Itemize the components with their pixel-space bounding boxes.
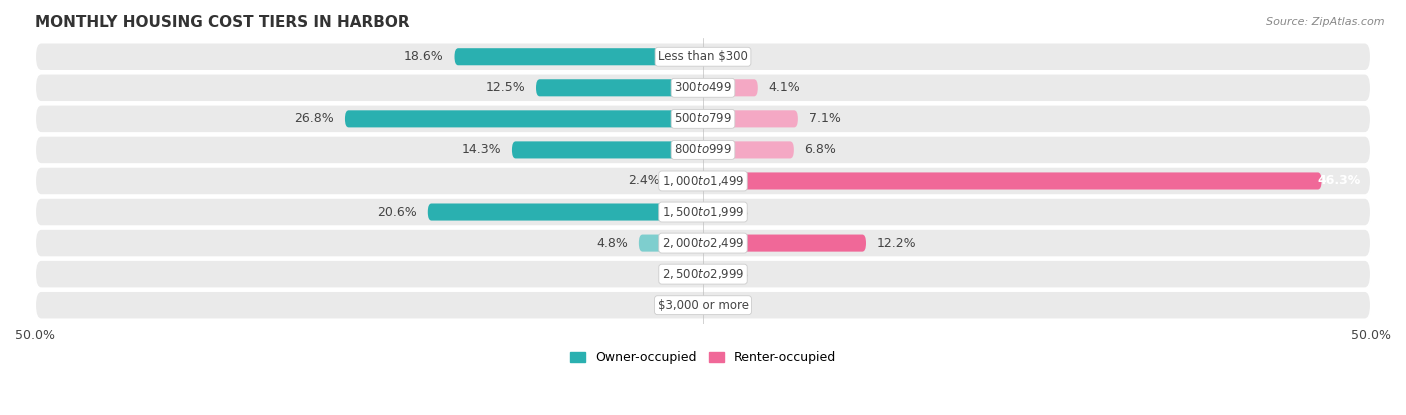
Text: $1,500 to $1,999: $1,500 to $1,999: [662, 205, 744, 219]
Text: 4.8%: 4.8%: [596, 237, 628, 249]
FancyBboxPatch shape: [703, 79, 758, 96]
Text: $2,000 to $2,499: $2,000 to $2,499: [662, 236, 744, 250]
FancyBboxPatch shape: [35, 105, 1371, 133]
Text: 2.4%: 2.4%: [628, 174, 661, 188]
FancyBboxPatch shape: [703, 172, 1322, 190]
Text: $500 to $799: $500 to $799: [673, 112, 733, 125]
Text: 4.1%: 4.1%: [769, 81, 800, 94]
FancyBboxPatch shape: [35, 229, 1371, 257]
FancyBboxPatch shape: [344, 110, 703, 127]
Text: $300 to $499: $300 to $499: [673, 81, 733, 94]
FancyBboxPatch shape: [512, 142, 703, 159]
FancyBboxPatch shape: [35, 198, 1371, 226]
FancyBboxPatch shape: [35, 260, 1371, 288]
FancyBboxPatch shape: [427, 203, 703, 220]
Text: 46.3%: 46.3%: [1317, 174, 1361, 188]
FancyBboxPatch shape: [35, 167, 1371, 195]
Text: $1,000 to $1,499: $1,000 to $1,499: [662, 174, 744, 188]
Text: 0.0%: 0.0%: [658, 299, 689, 312]
Text: 0.0%: 0.0%: [717, 268, 748, 281]
FancyBboxPatch shape: [35, 42, 1371, 71]
Text: 0.0%: 0.0%: [717, 299, 748, 312]
Legend: Owner-occupied, Renter-occupied: Owner-occupied, Renter-occupied: [565, 346, 841, 369]
Text: 26.8%: 26.8%: [294, 112, 335, 125]
Text: 12.5%: 12.5%: [485, 81, 526, 94]
Text: 20.6%: 20.6%: [377, 205, 418, 219]
Text: Less than $300: Less than $300: [658, 50, 748, 63]
Text: $800 to $999: $800 to $999: [673, 144, 733, 156]
Text: 0.0%: 0.0%: [658, 268, 689, 281]
Text: MONTHLY HOUSING COST TIERS IN HARBOR: MONTHLY HOUSING COST TIERS IN HARBOR: [35, 15, 409, 30]
FancyBboxPatch shape: [703, 110, 797, 127]
FancyBboxPatch shape: [35, 136, 1371, 164]
Text: 12.2%: 12.2%: [877, 237, 917, 249]
FancyBboxPatch shape: [703, 142, 794, 159]
Text: $2,500 to $2,999: $2,500 to $2,999: [662, 267, 744, 281]
Text: 0.0%: 0.0%: [717, 205, 748, 219]
Text: 6.8%: 6.8%: [804, 144, 837, 156]
Text: $3,000 or more: $3,000 or more: [658, 299, 748, 312]
FancyBboxPatch shape: [454, 48, 703, 65]
FancyBboxPatch shape: [703, 234, 866, 251]
Text: 0.0%: 0.0%: [717, 50, 748, 63]
FancyBboxPatch shape: [35, 73, 1371, 102]
FancyBboxPatch shape: [638, 234, 703, 251]
FancyBboxPatch shape: [671, 172, 703, 190]
Text: 14.3%: 14.3%: [461, 144, 502, 156]
FancyBboxPatch shape: [35, 291, 1371, 320]
Text: 7.1%: 7.1%: [808, 112, 841, 125]
FancyBboxPatch shape: [536, 79, 703, 96]
Text: 18.6%: 18.6%: [404, 50, 444, 63]
Text: Source: ZipAtlas.com: Source: ZipAtlas.com: [1267, 17, 1385, 27]
